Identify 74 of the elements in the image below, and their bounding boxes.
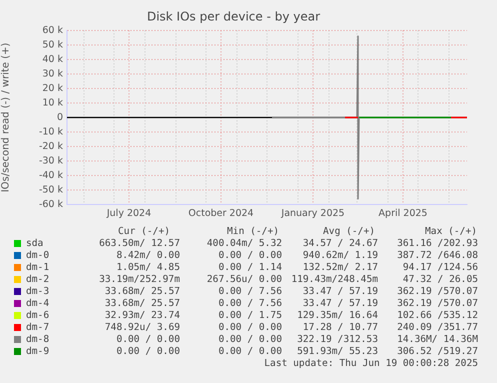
legend-label: dm-1 [26,262,50,274]
legend-label: dm-9 [26,346,50,358]
text: 361.16 /202.93 [397,238,478,250]
text: 14.36M/ 14.36M [397,334,478,346]
text: 0.00 / 1.75 [218,310,282,322]
text: 47.32 / 26.05 [402,274,478,286]
text: 322.19 /312.53 [297,334,378,346]
legend-label: dm-0 [26,250,50,262]
legend-label: dm-8 [26,334,50,346]
text: 1.05m/ 4.85 [116,262,180,274]
text: 33.47 / 57.19 [302,286,378,298]
text: 362.19 /570.07 [397,286,478,298]
y-tick-label: 30 k [42,68,64,80]
y-tick-label: 10 k [42,97,64,108]
text: Cur (-/+) [118,226,170,238]
text: 17.28 / 10.77 [302,322,378,334]
text: 240.09 /351.77 [397,322,478,334]
text: 33.68m/ 25.57 [104,298,180,310]
legend-label: dm-3 [26,286,50,298]
text: 362.19 /570.07 [397,298,478,310]
text: 400.04m/ 5.32 [206,238,282,250]
legend-label: dm-2 [26,274,50,286]
text: 102.66 /535.12 [397,310,478,322]
text: 0.00 / 0.00 [218,334,282,346]
text: 33.47 / 57.19 [302,298,378,310]
y-tick-label: 40 k [42,54,64,65]
text: 32.93m/ 23.74 [104,310,180,322]
y-axis-title: IOs/second read (-) / write (+) [0,42,12,192]
text: 940.62m/ 1.19 [302,250,378,262]
y-tick-label: 50 k [42,39,64,50]
legend-label: dm-4 [26,298,50,310]
text: 0.00 / 7.56 [218,286,282,298]
text: 591.93m/ 55.23 [297,346,378,358]
y-tick-label: 60 k [42,24,64,36]
text: 33.68m/ 25.57 [104,286,180,298]
text: 306.52 /519.27 [397,346,478,358]
x-tick-label: January 2025 [280,208,345,219]
text: 132.52m/ 2.17 [302,262,378,274]
y-tick-label: -20 k [38,141,64,152]
text: 748.92u/ 3.69 [104,322,180,334]
x-tick-label: April 2025 [378,208,428,219]
text: Avg (-/+) [323,226,375,238]
y-tick-label: 0 [56,112,63,123]
text: Last update: Thu Jun 19 00:00:28 2025 [264,358,478,370]
y-tick-label: -40 k [38,170,64,182]
text: 0.00 / 0.00 [116,346,180,358]
text: 94.17 /124.56 [402,262,478,274]
text: Min (-/+) [227,226,279,238]
text: 119.43m/248.45m [291,274,378,286]
chart-title: Disk IOs per device - by year [146,9,320,24]
text: 0.00 / 0.00 [218,346,282,358]
text: 0.00 / 0.00 [116,334,180,346]
legend-label: sda [26,238,44,250]
text: 8.42m/ 0.00 [116,250,180,262]
legend-label: dm-6 [26,310,50,322]
text: 387.72 /646.08 [397,250,478,262]
text: 0.00 / 1.14 [218,262,282,274]
text: 33.19m/252.97m [99,274,180,286]
y-tick-label: 20 k [42,82,64,94]
x-tick-label: July 2024 [106,208,152,219]
y-tick-label: -30 k [38,156,64,167]
text: 0.00 / 7.56 [218,298,282,310]
x-tick-label: October 2024 [188,208,254,219]
y-tick-label: -50 k [38,184,64,196]
text: 267.56u/ 0.00 [206,274,282,286]
y-tick-label: -10 k [38,126,64,138]
text: 0.00 / 0.00 [218,322,282,334]
legend-label: dm-7 [26,322,50,334]
text: Max (-/+) [425,226,477,238]
text: 129.35m/ 16.64 [297,310,378,322]
text: 34.57 / 24.67 [302,238,378,250]
text: 0.00 / 0.00 [218,250,282,262]
text: 663.50m/ 12.57 [99,238,180,250]
y-tick-label: -60 k [38,199,64,210]
